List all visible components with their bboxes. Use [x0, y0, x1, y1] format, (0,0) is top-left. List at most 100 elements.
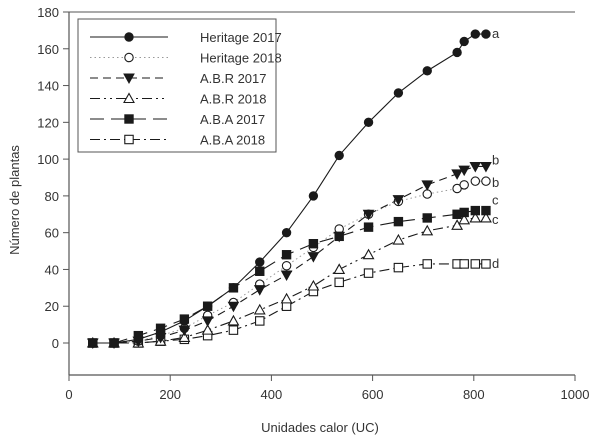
filled-triangle-down-marker	[201, 316, 214, 327]
y-tick-label: 140	[37, 79, 59, 94]
filled-circle-marker	[88, 338, 98, 348]
series-a-b-r-2017	[86, 161, 492, 350]
filled-circle-marker	[334, 150, 344, 161]
filled-triangle-down-marker	[280, 270, 293, 281]
open-square-marker	[459, 259, 469, 269]
open-circle-marker	[481, 176, 491, 186]
filled-circle-marker	[228, 283, 239, 293]
y-tick-label: 80	[45, 189, 59, 204]
open-triangle-up-marker	[333, 263, 346, 274]
filled-triangle-down-marker	[253, 285, 266, 296]
filled-triangle-down-marker	[392, 195, 405, 206]
open-triangle-up-marker	[392, 233, 405, 245]
filled-triangle-down-marker	[458, 165, 471, 177]
filled-circle-marker	[124, 32, 134, 42]
legend-item: A.B.A 2018	[90, 133, 265, 148]
open-square-marker	[393, 262, 404, 273]
significance-letter: a	[492, 26, 500, 41]
filled-circle-marker	[363, 117, 374, 128]
filled-circle-marker	[393, 88, 404, 98]
x-tick-label: 200	[159, 387, 181, 402]
open-circle-marker	[422, 189, 432, 199]
legend-label: A.B.A 2017	[200, 112, 265, 127]
filled-square-marker	[363, 222, 374, 232]
filled-triangle-down-marker	[362, 209, 375, 221]
open-triangle-up-marker	[451, 219, 464, 230]
legend-item: Heritage 2018	[90, 51, 282, 66]
filled-circle-marker	[470, 29, 481, 39]
open-square-marker	[363, 268, 374, 278]
open-circle-marker	[470, 176, 481, 186]
open-square-marker	[334, 277, 344, 288]
y-tick-label: 160	[37, 42, 59, 57]
open-triangle-up-marker	[201, 323, 214, 335]
legend-label: A.B.R 2017	[200, 71, 267, 86]
filled-triangle-down-marker	[333, 231, 346, 243]
filled-circle-marker	[308, 191, 319, 201]
series-a-b-a-2017	[88, 205, 491, 348]
y-axis: 0 20 40 60 80 100 120 140 160 180	[37, 5, 70, 375]
open-circle-marker	[281, 261, 292, 271]
filled-square-marker	[308, 239, 319, 249]
filled-triangle-down-marker	[227, 301, 240, 313]
x-tick-label: 800	[463, 387, 485, 402]
filled-circle-marker	[109, 338, 119, 348]
x-tick-label: 1000	[561, 387, 590, 402]
legend-label: A.B.R 2018	[200, 92, 267, 107]
y-tick-label: 100	[37, 152, 59, 167]
legend-item: A.B.A 2017	[90, 112, 265, 127]
filled-circle-marker	[133, 334, 144, 345]
filled-triangle-down-marker	[469, 161, 482, 173]
significance-letter: c	[492, 212, 499, 227]
y-axis-title: Número de plantas	[7, 145, 22, 255]
significance-letter: b	[492, 175, 499, 190]
y-tick-label: 60	[45, 226, 59, 241]
legend-item: A.B.R 2018	[90, 92, 267, 107]
legend-label: Heritage 2017	[200, 30, 282, 45]
open-triangle-up-marker	[421, 224, 434, 236]
filled-circle-marker	[255, 257, 265, 267]
legend-label: Heritage 2018	[200, 51, 282, 66]
open-square-marker	[255, 316, 265, 326]
filled-triangle-down-marker	[123, 73, 135, 85]
filled-square-marker	[281, 250, 292, 260]
filled-square-marker	[470, 205, 481, 216]
y-tick-label: 0	[52, 336, 59, 351]
open-square-marker	[228, 325, 239, 335]
filled-square-marker	[124, 114, 134, 124]
x-axis: 0 200 400 600 800 1000	[65, 374, 590, 402]
open-square-marker	[470, 259, 481, 269]
filled-circle-marker	[281, 227, 292, 238]
x-axis-title: Unidades calor (UC)	[261, 420, 379, 435]
y-tick-label: 20	[45, 299, 59, 314]
open-square-marker	[481, 259, 491, 269]
filled-circle-marker	[155, 327, 166, 337]
x-tick-label: 600	[362, 387, 384, 402]
significance-letter: d	[492, 256, 499, 271]
filled-square-marker	[393, 216, 404, 227]
open-square-marker	[422, 259, 432, 269]
series-line	[92, 180, 486, 344]
significance-letter: c	[492, 193, 499, 208]
filled-square-marker	[422, 213, 432, 223]
open-triangle-up-marker	[123, 92, 135, 104]
filled-circle-marker	[422, 66, 432, 76]
open-circle-marker	[459, 180, 469, 190]
y-tick-label: 180	[37, 5, 59, 20]
filled-square-marker	[255, 266, 265, 276]
filled-triangle-down-marker	[480, 161, 492, 173]
filled-circle-marker	[202, 301, 213, 311]
legend-item: A.B.R 2017	[90, 71, 267, 86]
filled-circle-marker	[459, 36, 469, 47]
open-triangle-up-marker	[307, 279, 320, 291]
y-tick-label: 120	[37, 115, 59, 130]
filled-square-marker	[481, 205, 491, 216]
open-square-marker	[124, 134, 134, 145]
filled-square-marker	[459, 207, 469, 218]
filled-circle-marker	[452, 47, 462, 58]
filled-triangle-down-marker	[451, 169, 463, 180]
open-triangle-up-marker	[253, 303, 266, 315]
open-triangle-up-marker	[362, 248, 375, 260]
legend-box	[77, 18, 277, 153]
